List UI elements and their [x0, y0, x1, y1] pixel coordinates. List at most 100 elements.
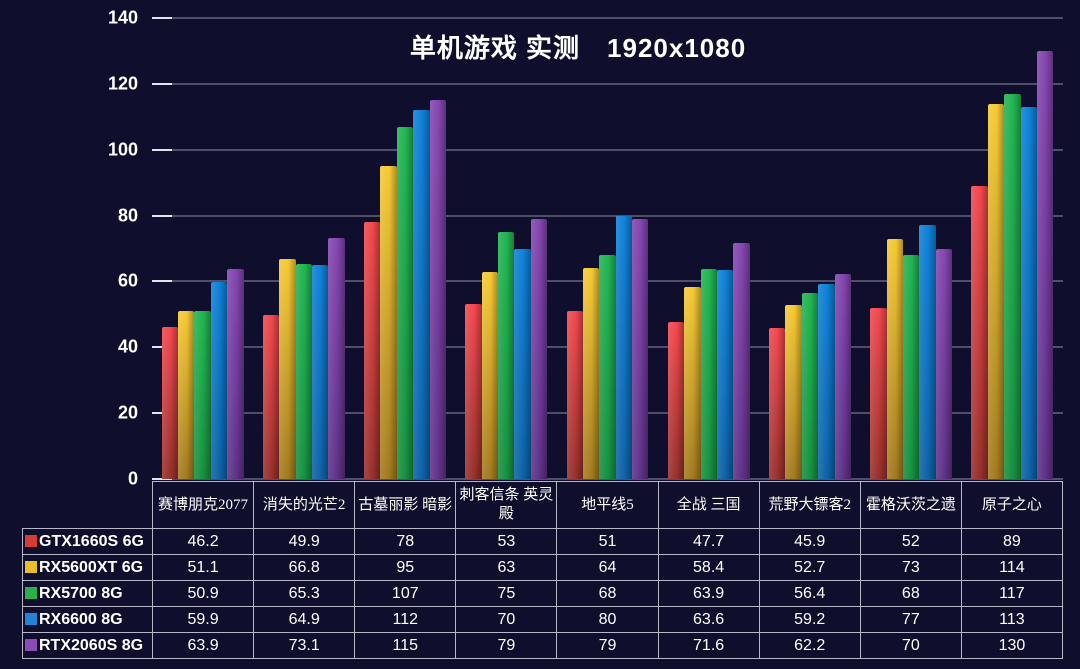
fps-value-cell: 107: [354, 580, 457, 607]
game-column-header: 消失的光芒2: [253, 481, 356, 529]
bar-rx5600xt-6g: [582, 268, 600, 479]
y-axis-tick: [152, 17, 172, 19]
bar-rx5600xt-6g: [481, 271, 499, 479]
fps-value-cell: 50.9: [151, 580, 255, 607]
fps-value-cell: 77: [859, 606, 962, 633]
bar-gtx1660s-6g: [566, 311, 583, 479]
bar-gtx1660s-6g: [870, 307, 887, 479]
bar-group: [759, 18, 860, 479]
bar-rtx2060s-8g: [1036, 50, 1054, 479]
legend-cell: RX6600 8G: [22, 606, 153, 633]
game-column-header: 荒野大镖客2: [758, 481, 861, 529]
y-axis-label: 0: [127, 468, 138, 489]
legend-swatch: [25, 612, 37, 625]
fps-value-cell: 75: [455, 580, 558, 607]
table-header: 赛博朋克2077 消失的光芒2 古墓丽影 暗影 刺客信条 英灵殿 地平线5 全战 三国 荒野…: [23, 481, 1064, 529]
bar-rx5600xt-6g: [178, 310, 195, 479]
bar-rx5700-8g: [396, 126, 414, 479]
fps-value-cell: 115: [354, 632, 457, 659]
fps-value-cell: 66.8: [253, 554, 356, 581]
game-column-header: 霍格沃茨之遗: [859, 481, 962, 529]
y-axis-label: 100: [107, 139, 138, 160]
bar-rx6600-8g: [413, 110, 430, 479]
gpu-name-label: GTX1660S 6G: [39, 532, 144, 550]
game-column-header: 全战 三国: [657, 481, 760, 529]
legend-cell: RTX2060S 8G: [22, 632, 153, 659]
fps-value-cell: 73: [859, 554, 962, 581]
bar-rx6600-8g: [919, 225, 936, 479]
bar-rx6600-8g: [1020, 106, 1037, 479]
fps-value-cell: 117: [960, 580, 1064, 607]
bar-group: [658, 18, 759, 479]
fps-value-cell: 70: [859, 632, 962, 659]
y-axis-label: 20: [117, 402, 138, 423]
game-column-header: 原子之心: [960, 481, 1064, 529]
y-axis-label: 80: [117, 205, 138, 226]
bar-rx6600-8g: [818, 284, 835, 479]
fps-value-cell: 71.6: [657, 632, 760, 659]
fps-value-cell: 112: [354, 606, 457, 633]
legend-swatch: [25, 534, 37, 547]
bar-rtx2060s-8g: [227, 268, 244, 479]
y-axis-label: 40: [117, 336, 138, 357]
bar-gtx1660s-6g: [262, 314, 280, 479]
legend-cell: RX5700 8G: [22, 580, 153, 607]
bar-gtx1660s-6g: [364, 222, 381, 479]
bar-rx5700-8g: [599, 255, 616, 479]
bar-rx5600xt-6g: [380, 166, 397, 479]
y-axis-labels: 0 20 40 60 80 100 120 140: [88, 8, 142, 489]
bar-groups-container: [152, 18, 1063, 479]
fps-value-cell: 73.1: [253, 632, 356, 659]
gridline: [152, 83, 1063, 85]
bar-rtx2060s-8g: [530, 218, 548, 479]
fps-value-cell: 49.9: [253, 528, 356, 555]
bar-rx5700-8g: [700, 268, 717, 479]
legend-swatch: [25, 638, 37, 651]
legend-cell: GTX1660S 6G: [22, 528, 153, 555]
bar-group: [152, 18, 253, 479]
bar-rx6600-8g: [615, 215, 633, 479]
bar-rx5600xt-6g: [279, 259, 296, 479]
bar-rx5600xt-6g: [785, 305, 802, 479]
chart-title: 单机游戏 实测 1920x1080: [409, 33, 747, 63]
bar-group: [861, 18, 962, 479]
table-row: RTX2060S 8G 63.9 73.1 115 79 79 71.6 62.2 70 130: [22, 632, 1064, 659]
fps-value-cell: 63.6: [657, 606, 760, 633]
fps-value-cell: 56.4: [758, 580, 861, 607]
y-axis-label: 120: [107, 73, 138, 94]
bar-rx6600-8g: [514, 248, 531, 479]
game-column-header: 赛博朋克2077: [151, 481, 255, 529]
bar-rx5700-8g: [1004, 93, 1021, 479]
gridline: [152, 215, 1063, 217]
y-axis-label: 140: [107, 7, 138, 28]
fps-value-cell: 64.9: [253, 606, 356, 633]
bar-rtx2060s-8g: [834, 274, 851, 479]
bar-gtx1660s-6g: [667, 321, 685, 479]
gridline: [152, 478, 1063, 480]
fps-value-cell: 64: [556, 554, 659, 581]
plot-area: [152, 17, 1063, 480]
bar-rx6600-8g: [210, 281, 228, 479]
gpu-name-label: RX5700 8G: [39, 584, 123, 602]
bar-gtx1660s-6g: [465, 304, 482, 479]
fps-value-cell: 65.3: [253, 580, 356, 607]
fps-value-cell: 47.7: [657, 528, 760, 555]
bar-gtx1660s-6g: [768, 327, 786, 479]
table-row: RX6600 8G 59.9 64.9 112 70 80 63.6 59.2 77 113: [22, 606, 1064, 633]
bar-rtx2060s-8g: [935, 248, 953, 479]
gpu-name-label: RX6600 8G: [39, 610, 123, 628]
game-column-header: 地平线5: [556, 481, 659, 529]
fps-value-cell: 80: [556, 606, 659, 633]
fps-value-cell: 63.9: [151, 632, 255, 659]
fps-value-cell: 46.2: [151, 528, 255, 555]
fps-value-cell: 113: [960, 606, 1064, 633]
fps-value-cell: 130: [960, 632, 1064, 659]
legend-swatch: [25, 586, 37, 599]
fps-value-cell: 68: [556, 580, 659, 607]
legend-cell: RX5600XT 6G: [22, 554, 153, 581]
fps-value-cell: 62.2: [758, 632, 861, 659]
bar-rx5700-8g: [801, 293, 819, 479]
bar-rx6600-8g: [716, 269, 734, 479]
fps-value-cell: 51.1: [151, 554, 255, 581]
table-row: RX5700 8G 50.9 65.3 107 75 68 63.9 56.4 68 117: [22, 580, 1064, 607]
